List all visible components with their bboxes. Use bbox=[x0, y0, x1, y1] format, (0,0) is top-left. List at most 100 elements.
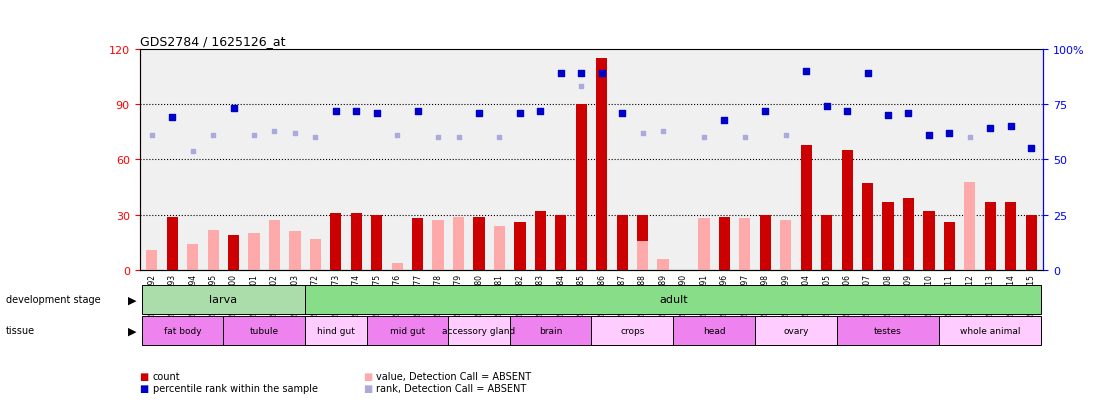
Point bbox=[858, 71, 876, 77]
Bar bbox=[305, 285, 1041, 314]
Bar bbox=[760, 215, 771, 271]
Text: whole animal: whole animal bbox=[960, 326, 1020, 335]
Point bbox=[430, 135, 448, 141]
Bar bbox=[637, 241, 648, 271]
Point bbox=[715, 117, 733, 123]
Point bbox=[347, 108, 365, 115]
Bar bbox=[800, 145, 811, 271]
Point bbox=[920, 133, 937, 139]
Text: value, Detection Call = ABSENT: value, Detection Call = ABSENT bbox=[376, 371, 531, 381]
Point bbox=[573, 84, 590, 90]
Text: accessory gland: accessory gland bbox=[442, 326, 516, 335]
Bar bbox=[637, 215, 648, 271]
Point bbox=[981, 126, 999, 133]
Point bbox=[1002, 123, 1020, 130]
Point bbox=[552, 71, 570, 77]
Bar bbox=[1006, 202, 1017, 271]
Point bbox=[899, 110, 917, 117]
Point bbox=[838, 108, 856, 115]
Bar bbox=[984, 202, 995, 271]
Bar bbox=[657, 259, 668, 271]
Bar bbox=[673, 316, 756, 345]
Text: ▶: ▶ bbox=[128, 325, 137, 335]
Point bbox=[491, 135, 509, 141]
Point bbox=[408, 108, 426, 115]
Point bbox=[266, 128, 283, 135]
Bar bbox=[756, 316, 837, 345]
Point bbox=[777, 133, 795, 139]
Bar bbox=[310, 239, 321, 271]
Bar bbox=[493, 226, 506, 271]
Bar bbox=[289, 232, 300, 271]
Point bbox=[1022, 146, 1040, 152]
Bar bbox=[350, 214, 362, 271]
Point bbox=[143, 133, 161, 139]
Point bbox=[307, 135, 325, 141]
Bar bbox=[330, 214, 341, 271]
Text: ovary: ovary bbox=[783, 326, 809, 335]
Bar bbox=[269, 221, 280, 271]
Text: count: count bbox=[153, 371, 181, 381]
Bar bbox=[821, 215, 833, 271]
Text: percentile rank within the sample: percentile rank within the sample bbox=[153, 383, 318, 393]
Bar bbox=[883, 202, 894, 271]
Text: ■: ■ bbox=[363, 371, 372, 381]
Bar bbox=[223, 316, 305, 345]
Point bbox=[246, 133, 263, 139]
Text: GDS2784 / 1625126_at: GDS2784 / 1625126_at bbox=[140, 36, 285, 48]
Point bbox=[511, 110, 529, 117]
Bar bbox=[944, 223, 955, 271]
Point bbox=[470, 110, 488, 117]
Bar bbox=[372, 215, 383, 271]
Bar bbox=[249, 234, 260, 271]
Text: hind gut: hind gut bbox=[317, 326, 355, 335]
Text: testes: testes bbox=[874, 326, 902, 335]
Point bbox=[204, 133, 222, 139]
Point bbox=[634, 130, 652, 137]
Bar bbox=[862, 184, 873, 271]
Bar bbox=[305, 316, 366, 345]
Bar bbox=[591, 316, 673, 345]
Point bbox=[224, 106, 242, 112]
Text: mid gut: mid gut bbox=[389, 326, 425, 335]
Bar bbox=[903, 199, 914, 271]
Bar bbox=[841, 151, 853, 271]
Point bbox=[695, 135, 713, 141]
Text: ■: ■ bbox=[363, 383, 372, 393]
Point bbox=[450, 135, 468, 141]
Bar bbox=[555, 215, 567, 271]
Text: ■: ■ bbox=[140, 383, 148, 393]
Bar bbox=[142, 316, 223, 345]
Bar bbox=[433, 221, 444, 271]
Point bbox=[593, 71, 610, 77]
Bar bbox=[392, 263, 403, 271]
Point bbox=[388, 133, 406, 139]
Bar bbox=[719, 217, 730, 271]
Bar bbox=[366, 316, 449, 345]
Bar bbox=[535, 211, 546, 271]
Bar bbox=[208, 230, 219, 271]
Text: ▶: ▶ bbox=[128, 294, 137, 304]
Bar bbox=[596, 59, 607, 271]
Point bbox=[368, 110, 386, 117]
Point bbox=[961, 135, 979, 141]
Point bbox=[286, 130, 304, 137]
Bar bbox=[940, 316, 1041, 345]
Bar bbox=[923, 211, 934, 271]
Point bbox=[531, 108, 549, 115]
Bar bbox=[514, 223, 526, 271]
Text: adult: adult bbox=[658, 294, 687, 304]
Text: head: head bbox=[703, 326, 725, 335]
Bar bbox=[473, 217, 484, 271]
Bar bbox=[228, 235, 239, 271]
Text: tissue: tissue bbox=[6, 325, 35, 335]
Text: tubule: tubule bbox=[250, 326, 279, 335]
Bar bbox=[780, 221, 791, 271]
Text: ■: ■ bbox=[140, 371, 148, 381]
Bar bbox=[1026, 215, 1037, 271]
Bar bbox=[699, 219, 710, 271]
Bar bbox=[453, 217, 464, 271]
Text: brain: brain bbox=[539, 326, 562, 335]
Point bbox=[184, 148, 202, 154]
Bar bbox=[166, 217, 177, 271]
